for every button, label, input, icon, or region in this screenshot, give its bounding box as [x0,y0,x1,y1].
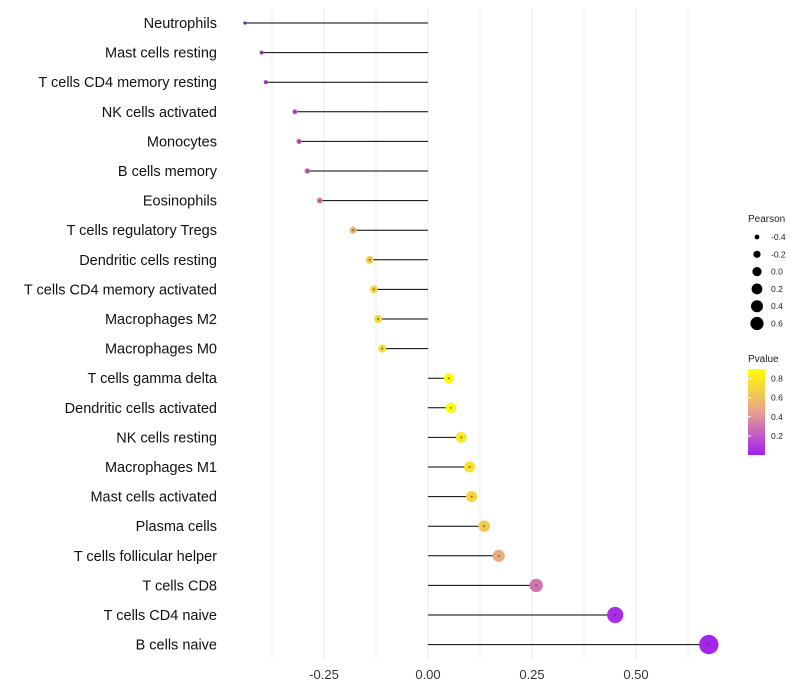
data-point-center [460,436,463,439]
category-label: B cells naive [136,638,217,654]
category-label: T cells CD8 [142,578,217,594]
data-point-center [243,21,247,25]
colorbar-label: 0.4 [771,412,783,422]
grid-layer [271,8,689,660]
category-label: T cells CD4 memory resting [38,75,217,91]
category-label: T cells CD4 naive [104,608,217,624]
size-legend-label: 0.2 [771,284,783,294]
x-axis-ticks: -0.25 0.00 0.25 0.50 [309,667,648,682]
data-point-center [707,643,710,646]
x-tick-label: -0.25 [309,667,339,682]
category-label: Dendritic cells resting [79,253,217,269]
data-point-center [468,465,471,469]
x-tick-label: 0.00 [415,667,440,682]
category-label: Mast cells resting [105,46,217,62]
size-legend-label: 0.6 [771,319,783,329]
category-label: Macrophages M1 [105,460,217,476]
pvalue-colorbar [748,369,765,455]
pearson-legend-title: Pearson [748,214,785,225]
data-point-center [260,51,263,54]
pvalue-legend-title: Pvalue [748,354,779,365]
size-legend-label: -0.2 [771,249,786,259]
data-point-center [497,554,500,557]
category-label: T cells follicular helper [74,549,217,565]
pearson-size-legend: Pearson -0.4 -0.2 0.0 0.2 0.4 0.6 [748,214,786,331]
category-label: Neutrophils [144,16,217,32]
data-point-center [447,377,450,380]
category-label: Monocytes [147,134,217,150]
data-point-center [376,317,380,321]
data-point-center [449,406,452,409]
category-labels: Neutrophils Mast cells resting T cells CD4… [24,16,218,654]
category-label: Macrophages M2 [105,312,217,328]
size-legend-dot [750,316,764,331]
data-point-center [293,110,296,113]
data-point-center [614,613,617,617]
size-legend-dot [754,234,760,240]
size-legend-label: 0.0 [771,267,783,277]
category-label: T cells CD4 memory activated [24,282,217,298]
size-legend-label: -0.4 [771,232,786,242]
stems [244,22,709,646]
data-point-center [483,525,486,528]
data-point-center [381,347,384,350]
data-point-center [352,229,355,232]
data-point-center [372,288,376,291]
category-label: T cells gamma delta [88,371,218,387]
size-legend-label: 0.4 [771,301,783,311]
data-point-center [368,258,371,261]
data-point-center [470,495,473,498]
data-point-center [318,199,321,202]
data-point-center [297,140,301,143]
category-label: NK cells resting [116,430,217,446]
x-tick-label: 0.50 [623,667,648,682]
category-label: B cells memory [118,164,218,180]
data-point-center [306,169,309,173]
category-label: T cells regulatory Tregs [67,223,217,239]
colorbar-label: 0.2 [771,431,783,441]
size-legend-dot [752,267,762,277]
data-point-center [535,584,538,587]
category-label: Macrophages M0 [105,342,217,358]
x-tick-label: 0.25 [519,667,544,682]
colorbar-label: 0.6 [771,393,783,403]
category-label: NK cells activated [102,105,217,121]
category-label: Plasma cells [136,519,217,535]
points [243,21,719,655]
category-label: Eosinophils [143,194,217,210]
category-label: Mast cells activated [90,490,217,506]
category-label: Dendritic cells activated [65,401,217,417]
size-legend-dot [751,283,763,295]
pvalue-color-legend: Pvalue 0.8 0.6 0.4 0.2 [748,354,783,455]
colorbar-label: 0.8 [771,374,783,384]
size-legend-dot [753,250,761,258]
data-point-center [264,81,267,84]
size-legend-dot [751,300,763,313]
